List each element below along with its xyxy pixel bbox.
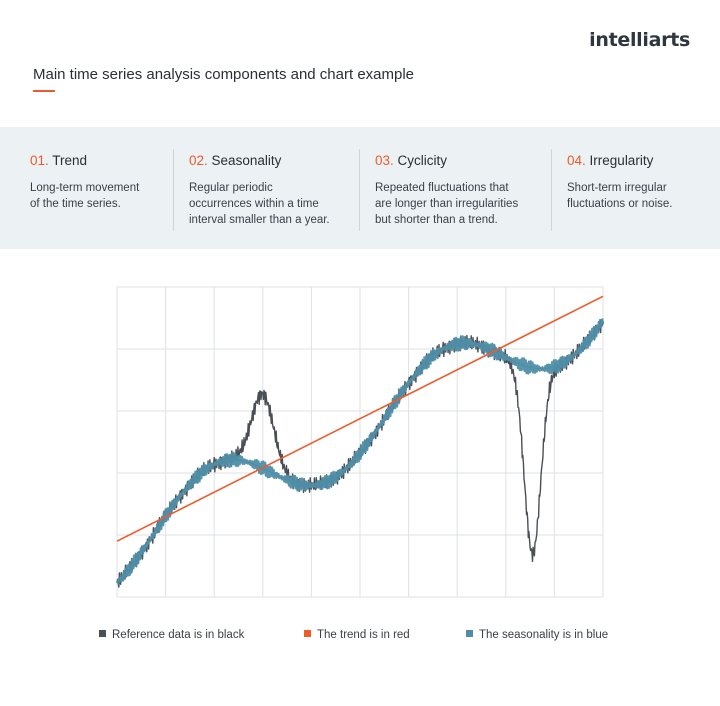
component-heading: 02. Seasonality: [189, 153, 330, 168]
component-number: 01.: [30, 153, 49, 168]
component-cyclicity: 03. Cyclicity Repeated fluctuations that…: [375, 153, 518, 228]
component-description: Short-term irregular fluctuations or noi…: [567, 182, 673, 210]
component-seasonality: 02. Seasonality Regular periodic occurre…: [189, 153, 330, 228]
legend-swatch-black: [99, 630, 106, 637]
divider: [551, 149, 552, 231]
component-heading: 04. Irregularity: [567, 153, 672, 168]
component-number: 03.: [375, 153, 394, 168]
series-trend-line: [116, 295, 604, 542]
component-heading: 03. Cyclicity: [375, 153, 518, 168]
component-description: Repeated fluctuations that are longer th…: [375, 182, 519, 226]
legend-item-seasonality: The seasonality is in blue: [466, 629, 608, 641]
component-description: Regular periodic occurrences within a ti…: [189, 182, 330, 226]
chart-legend: Reference data is in black The trend is …: [0, 629, 720, 645]
page-title: Main time series analysis components and…: [33, 66, 415, 83]
legend-item-reference: Reference data is in black: [99, 629, 244, 641]
legend-swatch-red: [304, 630, 311, 637]
components-panel: 01. Trend Long-term movement of the time…: [0, 127, 720, 249]
component-name: Irregularity: [589, 153, 654, 168]
component-number: 02.: [189, 153, 208, 168]
component-number: 04.: [567, 153, 586, 168]
title-underline: [33, 90, 55, 92]
divider: [173, 149, 174, 231]
component-name: Seasonality: [211, 153, 282, 168]
legend-label: The seasonality is in blue: [479, 629, 609, 641]
legend-label: The trend is in red: [317, 629, 410, 641]
series-seasonality-noise-line: [115, 318, 605, 585]
component-trend: 01. Trend Long-term movement of the time…: [30, 153, 139, 212]
component-name: Cyclicity: [397, 153, 448, 168]
intelliarts-logo: intelliarts: [589, 29, 690, 51]
legend-swatch-blue: [466, 630, 473, 637]
component-description: Long-term movement of the time series.: [30, 182, 140, 210]
divider: [359, 149, 360, 231]
series-reference-line: [116, 318, 604, 588]
component-heading: 01. Trend: [30, 153, 139, 168]
legend-label: Reference data is in black: [112, 629, 245, 641]
series-seasonality-line: [116, 320, 604, 584]
legend-item-trend: The trend is in red: [304, 629, 410, 641]
component-name: Trend: [52, 153, 88, 168]
component-irregularity: 04. Irregularity Short-term irregular fl…: [567, 153, 672, 212]
